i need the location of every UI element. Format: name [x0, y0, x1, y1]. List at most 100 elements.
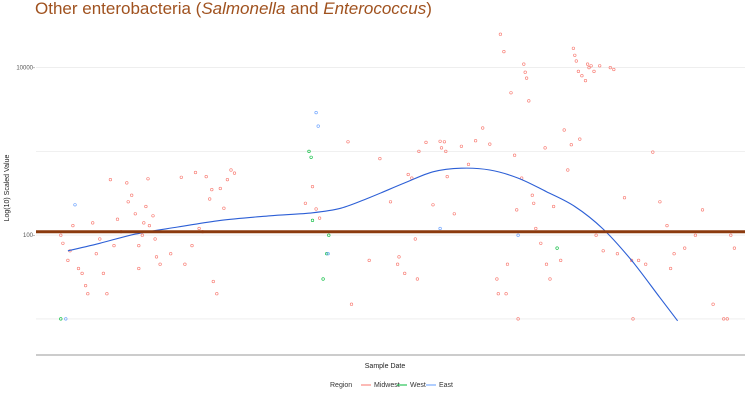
point-midwest	[438, 139, 442, 143]
legend-label-midwest: Midwest	[374, 382, 400, 389]
point-midwest	[512, 153, 517, 157]
point-midwest	[183, 262, 187, 266]
y-tick-label: 10000-	[16, 66, 35, 72]
point-midwest	[515, 208, 519, 212]
point-midwest	[232, 171, 237, 175]
point-midwest	[700, 208, 705, 212]
legend-label-east: East	[439, 382, 453, 389]
point-midwest	[98, 237, 102, 241]
point-west	[321, 277, 325, 281]
point-midwest	[587, 65, 591, 70]
point-midwest	[444, 149, 448, 153]
point-midwest	[729, 233, 733, 237]
point-west	[309, 155, 313, 159]
point-east	[316, 124, 320, 128]
point-west	[310, 218, 315, 222]
point-midwest	[229, 168, 233, 172]
point-midwest	[534, 226, 538, 231]
point-midwest	[415, 277, 420, 281]
point-midwest	[573, 53, 577, 57]
point-west	[327, 233, 331, 237]
point-midwest	[388, 200, 393, 204]
point-midwest	[592, 69, 596, 73]
point-midwest	[574, 59, 578, 63]
x-axis-label: Sample Date	[365, 363, 406, 370]
y-tick-label: 100-	[23, 233, 35, 239]
data-points	[59, 32, 737, 321]
point-midwest	[539, 241, 543, 245]
point-midwest	[210, 188, 214, 192]
point-midwest	[589, 64, 593, 68]
point-midwest	[668, 266, 673, 271]
point-midwest	[310, 185, 315, 189]
point-midwest	[303, 201, 308, 205]
point-midwest	[94, 252, 98, 256]
point-midwest	[543, 146, 547, 150]
point-west	[307, 149, 311, 153]
point-midwest	[608, 65, 612, 70]
point-midwest	[578, 137, 582, 141]
point-midwest	[594, 233, 598, 237]
point-midwest	[218, 186, 222, 191]
chart-title: Other enterobacteria (Salmonella and Ent…	[35, 0, 432, 18]
point-midwest	[137, 244, 141, 248]
point-midwest	[83, 284, 88, 288]
point-midwest	[115, 217, 120, 221]
point-midwest	[208, 197, 212, 201]
point-midwest	[105, 292, 109, 296]
point-midwest	[396, 262, 400, 266]
point-midwest	[631, 317, 635, 321]
point-midwest	[153, 237, 157, 241]
point-midwest	[71, 224, 75, 228]
point-midwest	[76, 266, 81, 271]
point-midwest	[130, 193, 134, 197]
point-midwest	[576, 69, 581, 73]
point-midwest	[496, 292, 500, 296]
point-midwest	[583, 78, 588, 83]
point-midwest	[346, 140, 350, 144]
point-midwest	[551, 204, 556, 209]
point-midwest	[612, 67, 616, 72]
point-midwest	[439, 146, 444, 150]
point-midwest	[442, 140, 447, 144]
point-midwest	[158, 262, 162, 266]
point-midwest	[169, 252, 173, 256]
point-midwest	[80, 271, 84, 276]
legend-title: Region	[330, 382, 352, 389]
point-west	[59, 317, 63, 321]
point-midwest	[86, 292, 90, 296]
point-midwest	[651, 150, 655, 154]
point-midwest	[147, 224, 151, 228]
point-midwest	[474, 139, 478, 143]
point-midwest	[732, 246, 737, 250]
y-axis-label: Log(10) Scaled Value	[4, 154, 11, 221]
point-west	[325, 252, 329, 256]
point-midwest	[722, 317, 726, 321]
legend-label-west: West	[410, 382, 426, 389]
point-midwest	[524, 76, 529, 80]
point-midwest	[509, 91, 513, 95]
point-midwest	[571, 46, 576, 50]
point-midwest	[644, 262, 648, 266]
point-midwest	[562, 128, 566, 132]
point-midwest	[211, 279, 215, 284]
point-midwest	[424, 140, 428, 144]
point-midwest	[530, 193, 534, 197]
point-midwest	[151, 214, 155, 218]
point-midwest	[548, 277, 552, 281]
point-midwest	[505, 262, 510, 266]
point-midwest	[498, 32, 503, 36]
point-midwest	[431, 203, 435, 207]
point-midwest	[108, 178, 112, 182]
point-midwest	[367, 258, 371, 263]
point-midwest	[466, 162, 471, 166]
point-midwest	[204, 175, 208, 179]
point-midwest	[672, 252, 676, 256]
point-midwest	[544, 262, 549, 266]
point-midwest	[133, 212, 137, 216]
point-midwest	[601, 249, 605, 253]
point-midwest	[495, 277, 499, 281]
point-midwest	[66, 258, 70, 263]
point-midwest	[725, 317, 729, 321]
